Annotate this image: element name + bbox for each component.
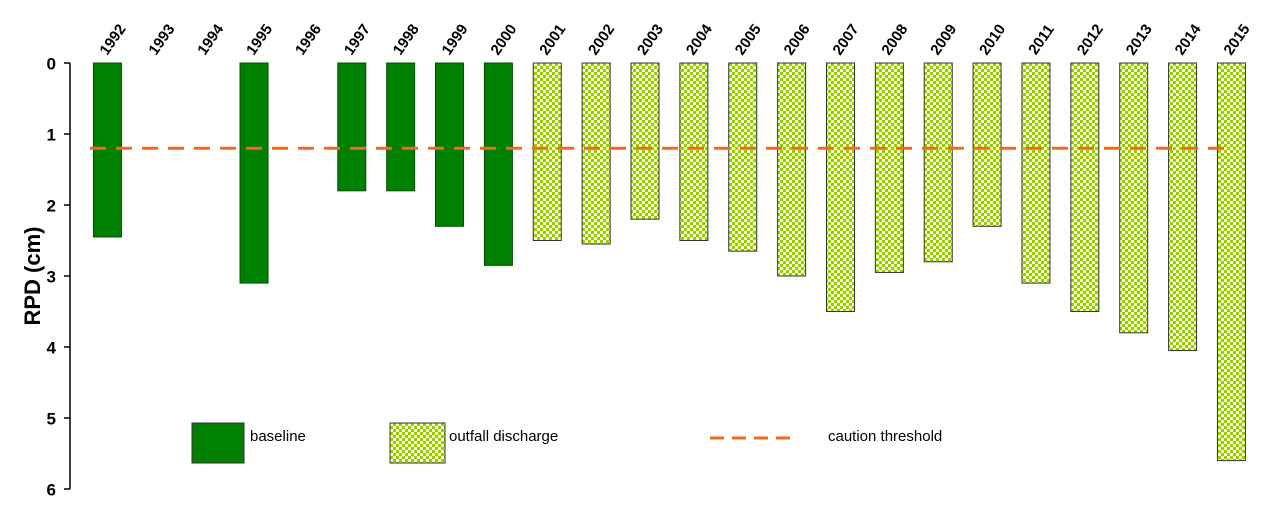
x-tick-label: 2005 [732, 21, 765, 58]
bar [874, 62, 904, 273]
y-tick-label: 6 [47, 480, 56, 499]
bar [728, 62, 758, 252]
x-tick-label: 1992 [96, 21, 129, 58]
x-tick-label: 2001 [536, 21, 569, 58]
bar [630, 62, 660, 220]
x-tick-label: 2010 [976, 21, 1009, 58]
x-tick-label: 2015 [1220, 21, 1253, 58]
bar [239, 62, 269, 284]
x-tick-label: 1993 [145, 21, 178, 58]
bar [1168, 62, 1198, 352]
y-tick-label: 3 [47, 267, 56, 286]
bar [1216, 62, 1246, 462]
y-tick-label: 5 [47, 409, 56, 428]
bar [777, 62, 807, 277]
x-tick-label: 2003 [634, 21, 667, 58]
bar [923, 62, 953, 263]
bar [435, 62, 465, 227]
x-tick-label: 1995 [243, 21, 276, 58]
legend-swatch [389, 422, 446, 464]
x-tick-label: 2013 [1123, 21, 1156, 58]
x-tick-label: 1996 [292, 21, 325, 58]
legend-label: outfall discharge [449, 428, 558, 445]
bar [1021, 62, 1051, 284]
y-tick-label: 2 [47, 196, 56, 215]
bar [532, 62, 562, 241]
bar [1070, 62, 1100, 312]
x-tick-label: 2012 [1074, 21, 1107, 58]
x-tick-label: 2002 [585, 21, 618, 58]
x-tick-label: 2011 [1025, 21, 1058, 57]
x-tick-label: 2006 [781, 21, 814, 58]
x-tick-label: 2014 [1172, 21, 1205, 59]
bar [337, 62, 367, 192]
bar [1119, 62, 1149, 334]
y-axis-label: RPD (cm) [20, 226, 45, 325]
legend-label: baseline [250, 428, 306, 445]
y-tick-label: 0 [47, 54, 56, 73]
x-tick-label: 2004 [683, 21, 716, 59]
legend-label: caution threshold [828, 428, 942, 445]
bar [679, 62, 709, 241]
y-tick-label: 1 [47, 125, 56, 144]
x-tick-label: 1998 [390, 21, 423, 58]
legend-swatch [191, 422, 245, 464]
bar [825, 62, 855, 312]
bar [581, 62, 611, 245]
bar [483, 62, 513, 266]
x-tick-label: 1994 [194, 21, 227, 59]
x-tick-label: 2008 [878, 21, 911, 58]
x-tick-label: 1999 [439, 21, 472, 58]
y-tick-label: 4 [47, 338, 57, 357]
x-tick-label: 2000 [487, 21, 520, 58]
bar [92, 62, 122, 238]
x-tick-label: 2009 [927, 21, 960, 58]
bar [386, 62, 416, 192]
x-tick-label: 1997 [341, 21, 374, 58]
x-tick-label: 2007 [830, 21, 863, 58]
bar [972, 62, 1002, 227]
